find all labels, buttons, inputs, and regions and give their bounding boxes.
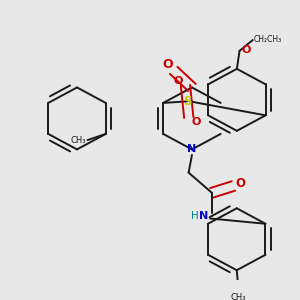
Text: S: S [183, 95, 191, 108]
Text: O: O [241, 45, 250, 55]
Text: CH₂CH₃: CH₂CH₃ [254, 35, 282, 44]
Text: CH₃: CH₃ [70, 136, 86, 145]
Text: N: N [199, 211, 208, 221]
Text: N: N [187, 144, 196, 154]
Text: CH₃: CH₃ [231, 292, 246, 300]
Text: H: H [191, 211, 199, 221]
Text: O: O [191, 117, 201, 127]
Text: O: O [236, 177, 246, 190]
Text: O: O [173, 76, 183, 85]
Text: O: O [162, 58, 173, 71]
